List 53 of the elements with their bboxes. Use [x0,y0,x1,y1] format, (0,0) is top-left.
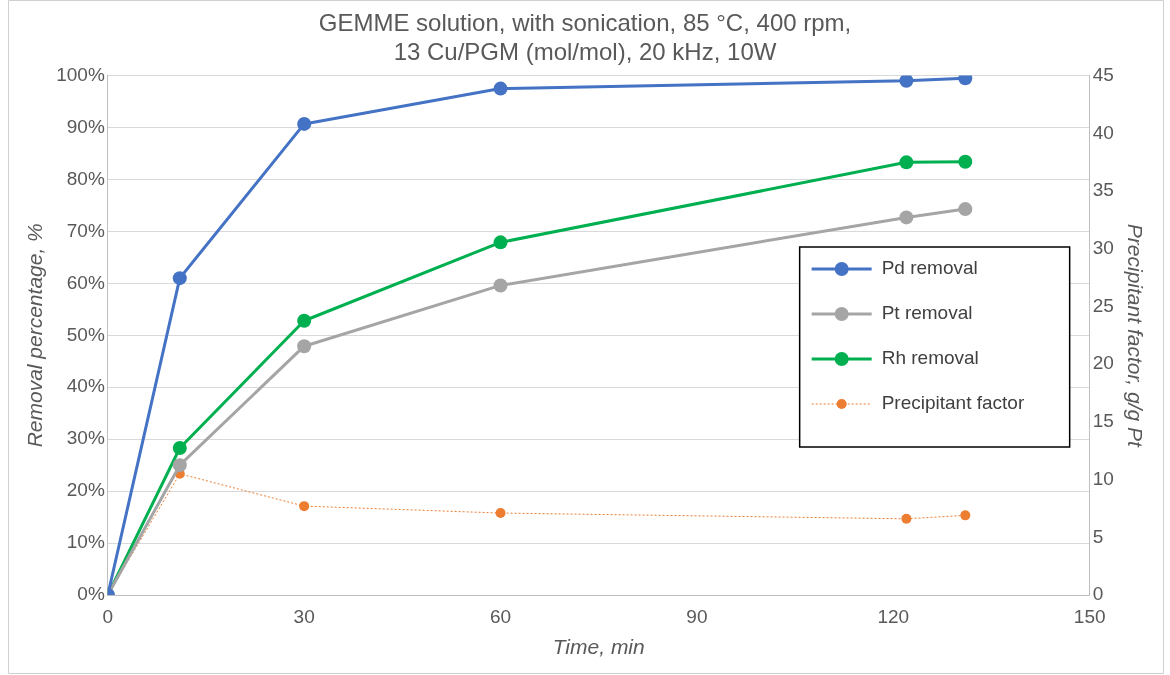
point [297,313,312,328]
y2-tick-label: 35 [1092,179,1114,201]
legend-label: Pd removal [881,257,978,279]
y-tick-label: 60% [66,271,105,293]
y2-tick-label: 30 [1092,236,1114,258]
point [493,81,508,96]
x-tick-label: 30 [293,605,315,627]
y2-tick-label: 20 [1092,352,1114,374]
legend-label: Rh removal [881,347,979,369]
point [958,202,973,217]
y2-axis-title: Precipitant factor, g/g Pt [1123,223,1147,448]
y2-tick-label: 45 [1092,63,1114,85]
x-tick-label: 60 [489,605,512,627]
y-tick-label: 90% [66,115,105,137]
y2-tick-label: 15 [1092,410,1114,432]
x-tick-label: 150 [1073,605,1106,627]
y-tick-label: 80% [66,167,105,189]
point [493,278,508,293]
y-tick-label: 70% [66,219,105,241]
x-tick-label: 0 [102,605,114,627]
y2-tick-label: 40 [1092,121,1114,143]
point [172,458,187,473]
y2-tick-label: 5 [1092,525,1104,547]
point [297,339,312,354]
chart-title: GEMME solution, with sonication, 85 °C, 400 rpm, 13 Cu/PGM (mol/mol), 20 kHz, 10W [318,9,852,65]
y-tick-label: 100% [56,63,105,85]
point [899,210,914,225]
x-tick-label: 90 [686,605,708,627]
point [493,235,508,250]
y-tick-label: 20% [66,479,105,501]
point [899,155,914,170]
x-tick-label: 120 [877,605,910,627]
point [495,508,506,519]
point [960,510,971,521]
y-tick-label: 10% [66,531,105,553]
legend-label: Pt removal [881,302,973,324]
y-tick-label: 50% [66,323,105,345]
y2-tick-label: 10 [1092,467,1114,489]
y-tick-label: 30% [66,427,105,449]
point [958,154,973,169]
point [172,441,187,456]
point [299,501,310,512]
point [297,116,312,131]
x-axis-title: Time, min [552,635,645,659]
y2-tick-label: 0 [1092,583,1104,605]
point [901,513,912,524]
point [899,75,914,88]
y-tick-label: 40% [66,375,105,397]
y-axis-title: Removal percentage, % [23,223,47,448]
y-tick-label: 0% [77,583,105,605]
legend-label: Precipitant factor [881,392,1025,414]
y2-tick-label: 25 [1092,294,1114,316]
point [172,271,187,286]
